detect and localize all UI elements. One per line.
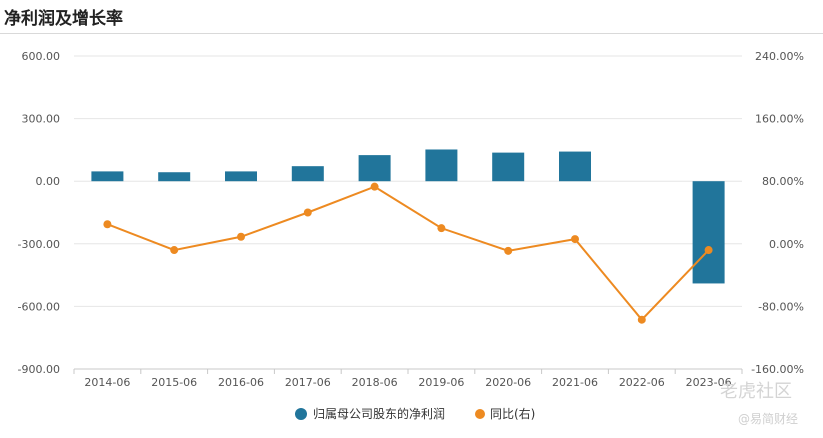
y-left-tick-label: 600.00 — [22, 50, 61, 63]
bar-2018-06 — [358, 155, 391, 182]
bar-2014-06 — [91, 171, 124, 182]
x-tick-label: 2015-06 — [151, 376, 197, 389]
yoy-point-2020-06 — [504, 246, 513, 255]
bar-2023-06 — [692, 181, 725, 284]
x-tick-label: 2019-06 — [418, 376, 464, 389]
y-right-tick-label: -160.00% — [751, 363, 804, 376]
yoy-point-2015-06 — [170, 246, 179, 255]
bar-2020-06 — [492, 152, 525, 182]
bar-2016-06 — [225, 171, 257, 182]
legend-line-marker — [475, 409, 485, 419]
y-right-tick-label: 80.00% — [762, 175, 804, 188]
bar-2019-06 — [425, 149, 458, 182]
yoy-point-2022-06 — [637, 315, 646, 324]
bar-2015-06 — [158, 172, 191, 182]
watermark-secondary: @易简财经 — [738, 412, 798, 426]
bar-2021-06 — [559, 151, 591, 182]
legend-line-label: 同比(右) — [490, 406, 535, 421]
x-tick-label: 2017-06 — [285, 376, 331, 389]
y-right-tick-label: 240.00% — [755, 50, 804, 63]
y-left-tick-label: -300.00 — [18, 238, 60, 251]
legend-bar-label: 归属母公司股东的净利润 — [313, 406, 445, 421]
watermark-primary: 老虎社区 — [720, 381, 792, 402]
x-tick-label: 2016-06 — [218, 376, 264, 389]
yoy-point-2023-06 — [704, 246, 713, 255]
yoy-point-2017-06 — [303, 208, 312, 217]
legend-bar-marker — [295, 408, 307, 420]
yoy-point-2016-06 — [237, 232, 245, 241]
y-left-tick-label: 300.00 — [22, 113, 61, 126]
x-tick-label: 2014-06 — [84, 376, 130, 389]
x-tick-label: 2018-06 — [352, 376, 398, 389]
y-left-tick-label: -900.00 — [18, 363, 60, 376]
x-tick-label: 2020-06 — [485, 376, 531, 389]
y-left-tick-label: -600.00 — [18, 300, 60, 313]
y-right-tick-label: 0.00% — [769, 238, 804, 251]
chart-title: 净利润及增长率 — [4, 9, 123, 29]
yoy-point-2014-06 — [103, 220, 112, 229]
x-tick-label: 2022-06 — [619, 376, 665, 389]
title-divider — [0, 33, 823, 34]
yoy-point-2019-06 — [437, 224, 446, 233]
bar-2017-06 — [291, 166, 324, 182]
yoy-point-2021-06 — [571, 235, 579, 244]
y-right-tick-label: -80.00% — [758, 300, 804, 313]
yoy-line — [107, 185, 710, 322]
x-tick-label: 2023-06 — [686, 376, 732, 389]
yoy-point-2018-06 — [370, 182, 379, 191]
y-left-tick-label: 0.00 — [36, 175, 61, 188]
x-tick-label: 2021-06 — [552, 376, 598, 389]
y-right-tick-label: 160.00% — [755, 113, 804, 126]
